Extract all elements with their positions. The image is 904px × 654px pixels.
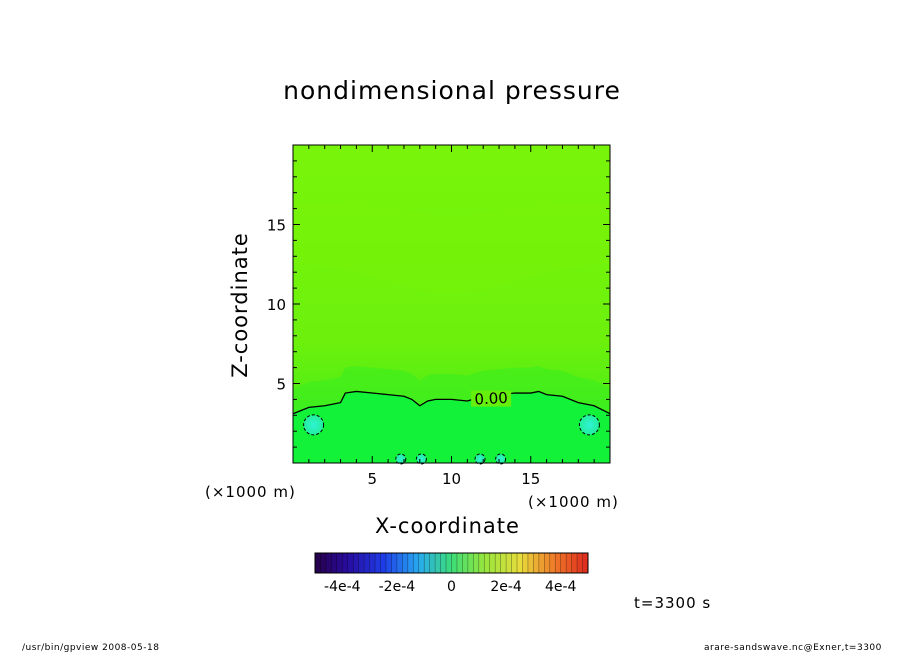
colorbar-cell bbox=[424, 553, 430, 573]
colorbar-cell bbox=[582, 553, 589, 573]
time-label: t=3300 s bbox=[634, 594, 712, 612]
negative-contour bbox=[578, 414, 600, 436]
colorbar-cell bbox=[451, 553, 458, 573]
colorbar-cell bbox=[544, 553, 551, 573]
negative-contour bbox=[303, 414, 325, 436]
colorbar-cell bbox=[380, 553, 387, 573]
chart-title: nondimensional pressure bbox=[283, 76, 621, 105]
colorbar-cell bbox=[331, 553, 338, 573]
field-upper-band bbox=[293, 203, 610, 295]
colorbar-cell bbox=[435, 553, 441, 573]
colorbar-cell bbox=[577, 553, 583, 573]
colorbar-cell bbox=[456, 553, 463, 573]
y-axis-unit: (×1000 m) bbox=[205, 483, 296, 501]
negative-cell bbox=[395, 454, 406, 464]
colorbar-cell bbox=[315, 553, 321, 573]
colorbar-cell bbox=[429, 553, 436, 573]
footer-left: /usr/bin/gpview 2008-05-18 bbox=[22, 643, 160, 653]
colorbar-cell bbox=[375, 553, 381, 573]
colorbar-cell bbox=[320, 553, 327, 573]
colorbar-cell bbox=[522, 553, 529, 573]
y-tick-label: 15 bbox=[267, 217, 286, 235]
colorbar-cell bbox=[342, 553, 349, 573]
pressure-field bbox=[293, 145, 610, 464]
colorbar-tick-label: 0 bbox=[447, 579, 456, 595]
colorbar-cell bbox=[473, 553, 480, 573]
negative-cell bbox=[579, 414, 600, 435]
colorbar-cell bbox=[396, 553, 403, 573]
colorbar-cell bbox=[418, 553, 425, 573]
colorbar-cell bbox=[489, 553, 496, 573]
x-axis-label: X-coordinate bbox=[375, 514, 520, 538]
colorbar-cell bbox=[571, 553, 578, 573]
footer-right: arare-sandswave.nc@Exner,t=3300 bbox=[704, 643, 882, 653]
colorbar-cell bbox=[353, 553, 359, 573]
colorbar-cell bbox=[446, 553, 452, 573]
colorbar-cell bbox=[402, 553, 409, 573]
y-tick-label: 10 bbox=[267, 296, 286, 314]
y-tick-label: 5 bbox=[276, 376, 286, 394]
colorbar-frame bbox=[314, 552, 589, 574]
zero-contour-line bbox=[292, 390, 611, 415]
colorbar-tick-label: -4e-4 bbox=[324, 579, 361, 595]
colorbar-cell bbox=[347, 553, 354, 573]
colorbar-cell bbox=[467, 553, 474, 573]
colorbar-cell bbox=[506, 553, 512, 573]
tick-labels: 5 10 15 5 10 15 bbox=[267, 217, 540, 489]
x-tick-label: 15 bbox=[521, 470, 540, 488]
colorbar-cell bbox=[549, 553, 556, 573]
negative-contour bbox=[415, 453, 427, 465]
colorbar-cell bbox=[358, 553, 365, 573]
colorbar-cell bbox=[517, 553, 523, 573]
x-axis-unit: (×1000 m) bbox=[528, 493, 619, 511]
colorbar: -4e-4 -2e-4 0 2e-4 4e-4 bbox=[314, 552, 589, 595]
negative-cell bbox=[475, 454, 486, 464]
colorbar-tick-label: 4e-4 bbox=[545, 579, 577, 595]
negative-contour bbox=[395, 453, 407, 465]
x-tick-label: 10 bbox=[442, 470, 461, 488]
colorbar-cell bbox=[462, 553, 469, 573]
contour-label: 0.00 bbox=[474, 389, 508, 409]
colorbar-cell bbox=[527, 553, 534, 573]
colorbar-cell bbox=[555, 553, 561, 573]
negative-cell bbox=[416, 454, 427, 464]
colorbar-cell bbox=[369, 553, 376, 573]
colorbar-cell bbox=[336, 553, 343, 573]
colorbar-cell bbox=[478, 553, 485, 573]
negative-contour bbox=[495, 453, 507, 465]
contour-label-bg bbox=[471, 390, 512, 407]
plot-axes bbox=[292, 144, 611, 464]
colorbar-cell bbox=[440, 553, 447, 573]
colorbar-tick-label: 2e-4 bbox=[490, 579, 522, 595]
colorbar-cell bbox=[484, 553, 491, 573]
field-lower-region bbox=[293, 391, 610, 463]
colorbar-tick-label: -2e-4 bbox=[379, 579, 416, 595]
colorbar-cell bbox=[538, 553, 545, 573]
colorbar-cell bbox=[364, 553, 370, 573]
contour-lines: 0.00 bbox=[292, 389, 611, 465]
colorbar-cell bbox=[391, 553, 398, 573]
negative-contour bbox=[474, 453, 486, 465]
colorbar-cell bbox=[495, 553, 501, 573]
colorbar-cell bbox=[407, 553, 414, 573]
colorbar-cell bbox=[500, 553, 507, 573]
negative-cell bbox=[303, 414, 324, 435]
colorbar-cell bbox=[566, 553, 572, 573]
colorbar-cell bbox=[560, 553, 567, 573]
colorbar-cell bbox=[413, 553, 420, 573]
x-tick-label: 5 bbox=[367, 470, 377, 488]
negative-cell bbox=[495, 454, 506, 464]
colorbar-cell bbox=[325, 553, 332, 573]
colorbar-cell bbox=[533, 553, 540, 573]
colorbar-cell bbox=[385, 553, 392, 573]
colorbar-cell bbox=[511, 553, 518, 573]
